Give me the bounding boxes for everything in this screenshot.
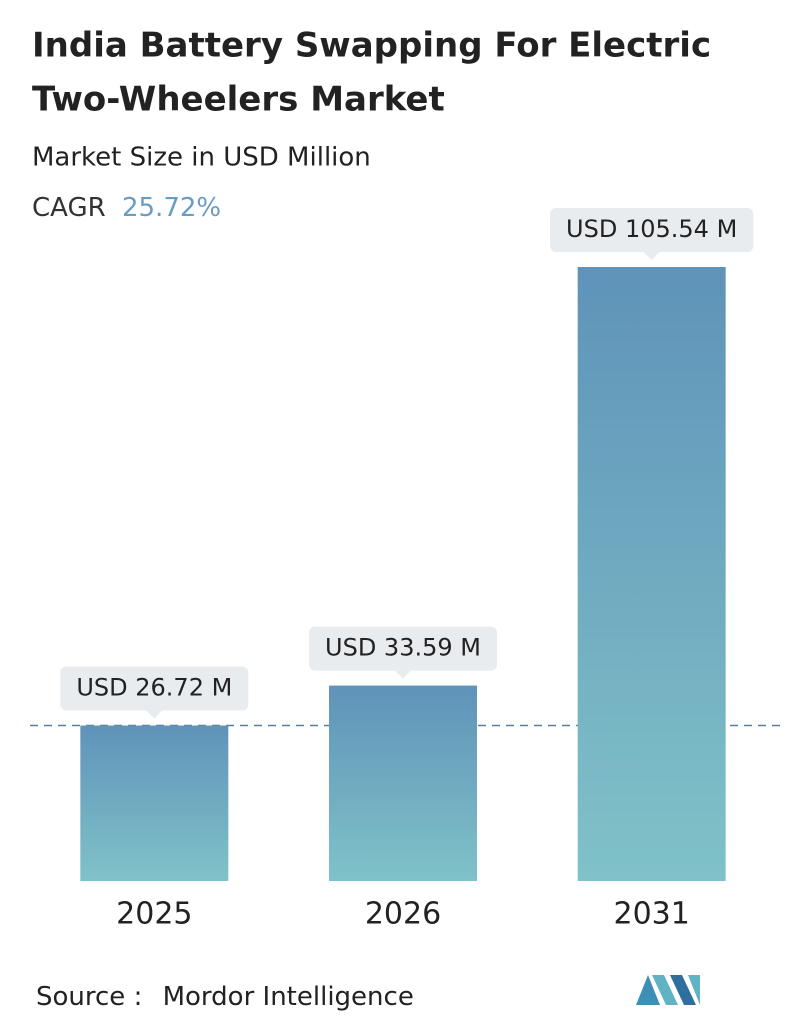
value-label-bg [309,626,497,671]
cagr: CAGR 25.72% [32,193,221,223]
value-label-bg [60,666,249,711]
x-tick-label: 2031 [613,897,689,932]
value-label-bg [550,208,754,252]
source: Source : Mordor Intelligence [36,982,414,1012]
x-tick-label: 2026 [365,897,441,932]
value-label: USD 26.72 M [76,674,232,702]
value-label: USD 105.54 M [566,215,737,243]
chart-title: Two-Wheelers Market [32,80,445,120]
cagr-value: 25.72% [122,193,221,223]
bar [329,685,477,881]
value-label-pointer [395,670,411,679]
bar [577,267,726,881]
bar [80,725,229,881]
value-label-pointer [643,252,660,260]
cagr-label: CAGR [32,193,106,223]
logo [636,975,700,1005]
value-label: USD 33.59 M [325,634,481,662]
chart-title: India Battery Swapping For Electric [32,26,711,66]
chart-subtitle: Market Size in USD Million [32,143,371,173]
x-tick-label: 2025 [116,897,192,932]
source-label: Source : [36,982,142,1012]
value-label-pointer [146,710,163,719]
source-name: Mordor Intelligence [163,982,414,1012]
